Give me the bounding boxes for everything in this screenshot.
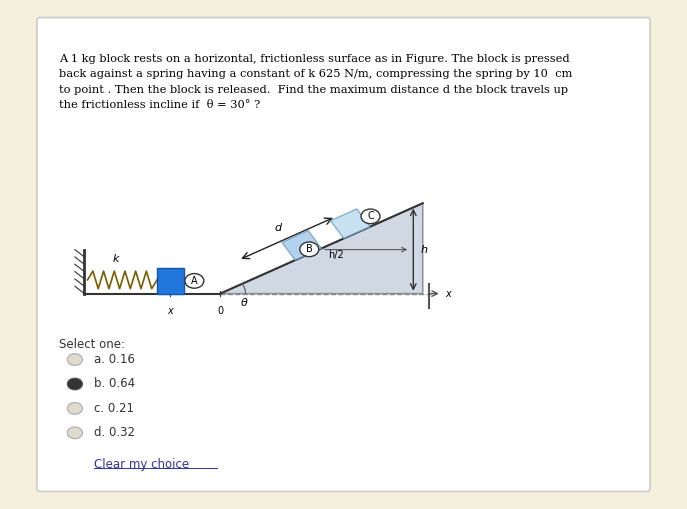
Text: x: x: [445, 289, 451, 299]
Circle shape: [67, 378, 82, 390]
Text: A: A: [191, 276, 198, 286]
Text: a. 0.16: a. 0.16: [94, 353, 135, 366]
Text: c. 0.21: c. 0.21: [94, 402, 134, 415]
Text: C: C: [367, 211, 374, 221]
Text: A 1 kg block rests on a horizontal, frictionless surface as in Figure. The block: A 1 kg block rests on a horizontal, fric…: [59, 54, 572, 110]
Text: h: h: [421, 245, 428, 254]
Circle shape: [361, 209, 380, 223]
Polygon shape: [282, 231, 322, 260]
Text: b. 0.64: b. 0.64: [94, 378, 135, 390]
FancyBboxPatch shape: [37, 17, 650, 492]
Circle shape: [185, 273, 204, 288]
Circle shape: [300, 242, 319, 257]
Text: θ: θ: [241, 297, 247, 307]
Circle shape: [67, 354, 82, 365]
Text: d. 0.32: d. 0.32: [94, 427, 135, 439]
Text: x: x: [168, 306, 173, 316]
Text: m: m: [166, 276, 175, 286]
Text: Clear my choice: Clear my choice: [94, 458, 189, 471]
Text: h/2: h/2: [328, 250, 344, 261]
Text: B: B: [306, 244, 313, 254]
Text: k: k: [113, 254, 120, 264]
Text: Select one:: Select one:: [59, 337, 125, 351]
Polygon shape: [221, 203, 423, 294]
Text: 0: 0: [217, 306, 223, 316]
Circle shape: [67, 427, 82, 439]
Circle shape: [67, 403, 82, 414]
Text: d: d: [274, 222, 281, 233]
Bar: [157, 268, 183, 294]
Polygon shape: [330, 209, 370, 238]
